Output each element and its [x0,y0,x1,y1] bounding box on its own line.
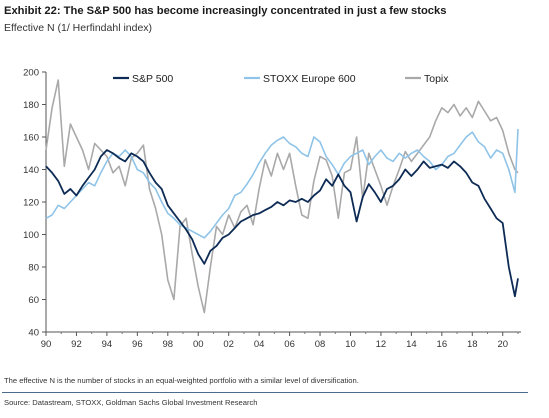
chart-title: Exhibit 22: The S&P 500 has become incre… [4,5,447,17]
x-tick-label: 10 [345,339,356,350]
y-tick-label: 60 [28,295,39,306]
footer-divider [2,392,528,393]
y-tick-label: 100 [23,230,39,241]
series-line-stoxx-europe-600 [45,128,519,239]
x-tick-label: 20 [497,339,508,350]
series-line-topix [45,79,519,314]
chart-footnote: The effective N is the number of stocks … [4,376,359,385]
y-tick-label: 200 [23,68,39,79]
y-tick-label: 180 [23,100,39,111]
x-tick-label: 92 [71,339,82,350]
legend-label: S&P 500 [132,73,173,85]
y-tick-label: 160 [23,133,39,144]
x-tick-label: 14 [406,339,417,350]
chart-subtitle: Effective N (1/ Herfindahl index) [4,22,153,34]
chart-axes: 40 60 80 100 120 140 160 180 200 90 92 94 96 98 00 02 04… [23,68,521,350]
y-tick-label: 80 [28,263,39,274]
y-tick-label: 140 [23,165,39,176]
x-tick-label: 16 [437,339,448,350]
x-tick-label: 06 [284,339,295,350]
x-tick-label: 18 [467,339,478,350]
x-tick-label: 96 [132,339,143,350]
x-tick-label: 94 [102,339,113,350]
chart-legend: S&P 500 STOXX Europe 600 Topix [113,73,449,85]
legend-label: Topix [424,73,449,85]
x-tick-label: 90 [41,339,52,350]
y-tick-label: 40 [28,328,39,339]
series-layer [45,79,519,314]
x-tick-label: 12 [376,339,387,350]
x-tick-label: 98 [163,339,174,350]
series-line-s-p-500 [45,149,519,298]
legend-label: STOXX Europe 600 [263,73,356,85]
x-tick-label: 08 [315,339,326,350]
x-tick-label: 04 [254,339,265,350]
line-chart: 40 60 80 100 120 140 160 180 200 90 92 94 96 98 00 02 04… [23,68,521,350]
y-tick-label: 120 [23,198,39,209]
chart-source: Source: Datastream, STOXX, Goldman Sachs… [4,398,258,407]
x-tick-label: 02 [223,339,234,350]
x-tick-label: 00 [193,339,204,350]
